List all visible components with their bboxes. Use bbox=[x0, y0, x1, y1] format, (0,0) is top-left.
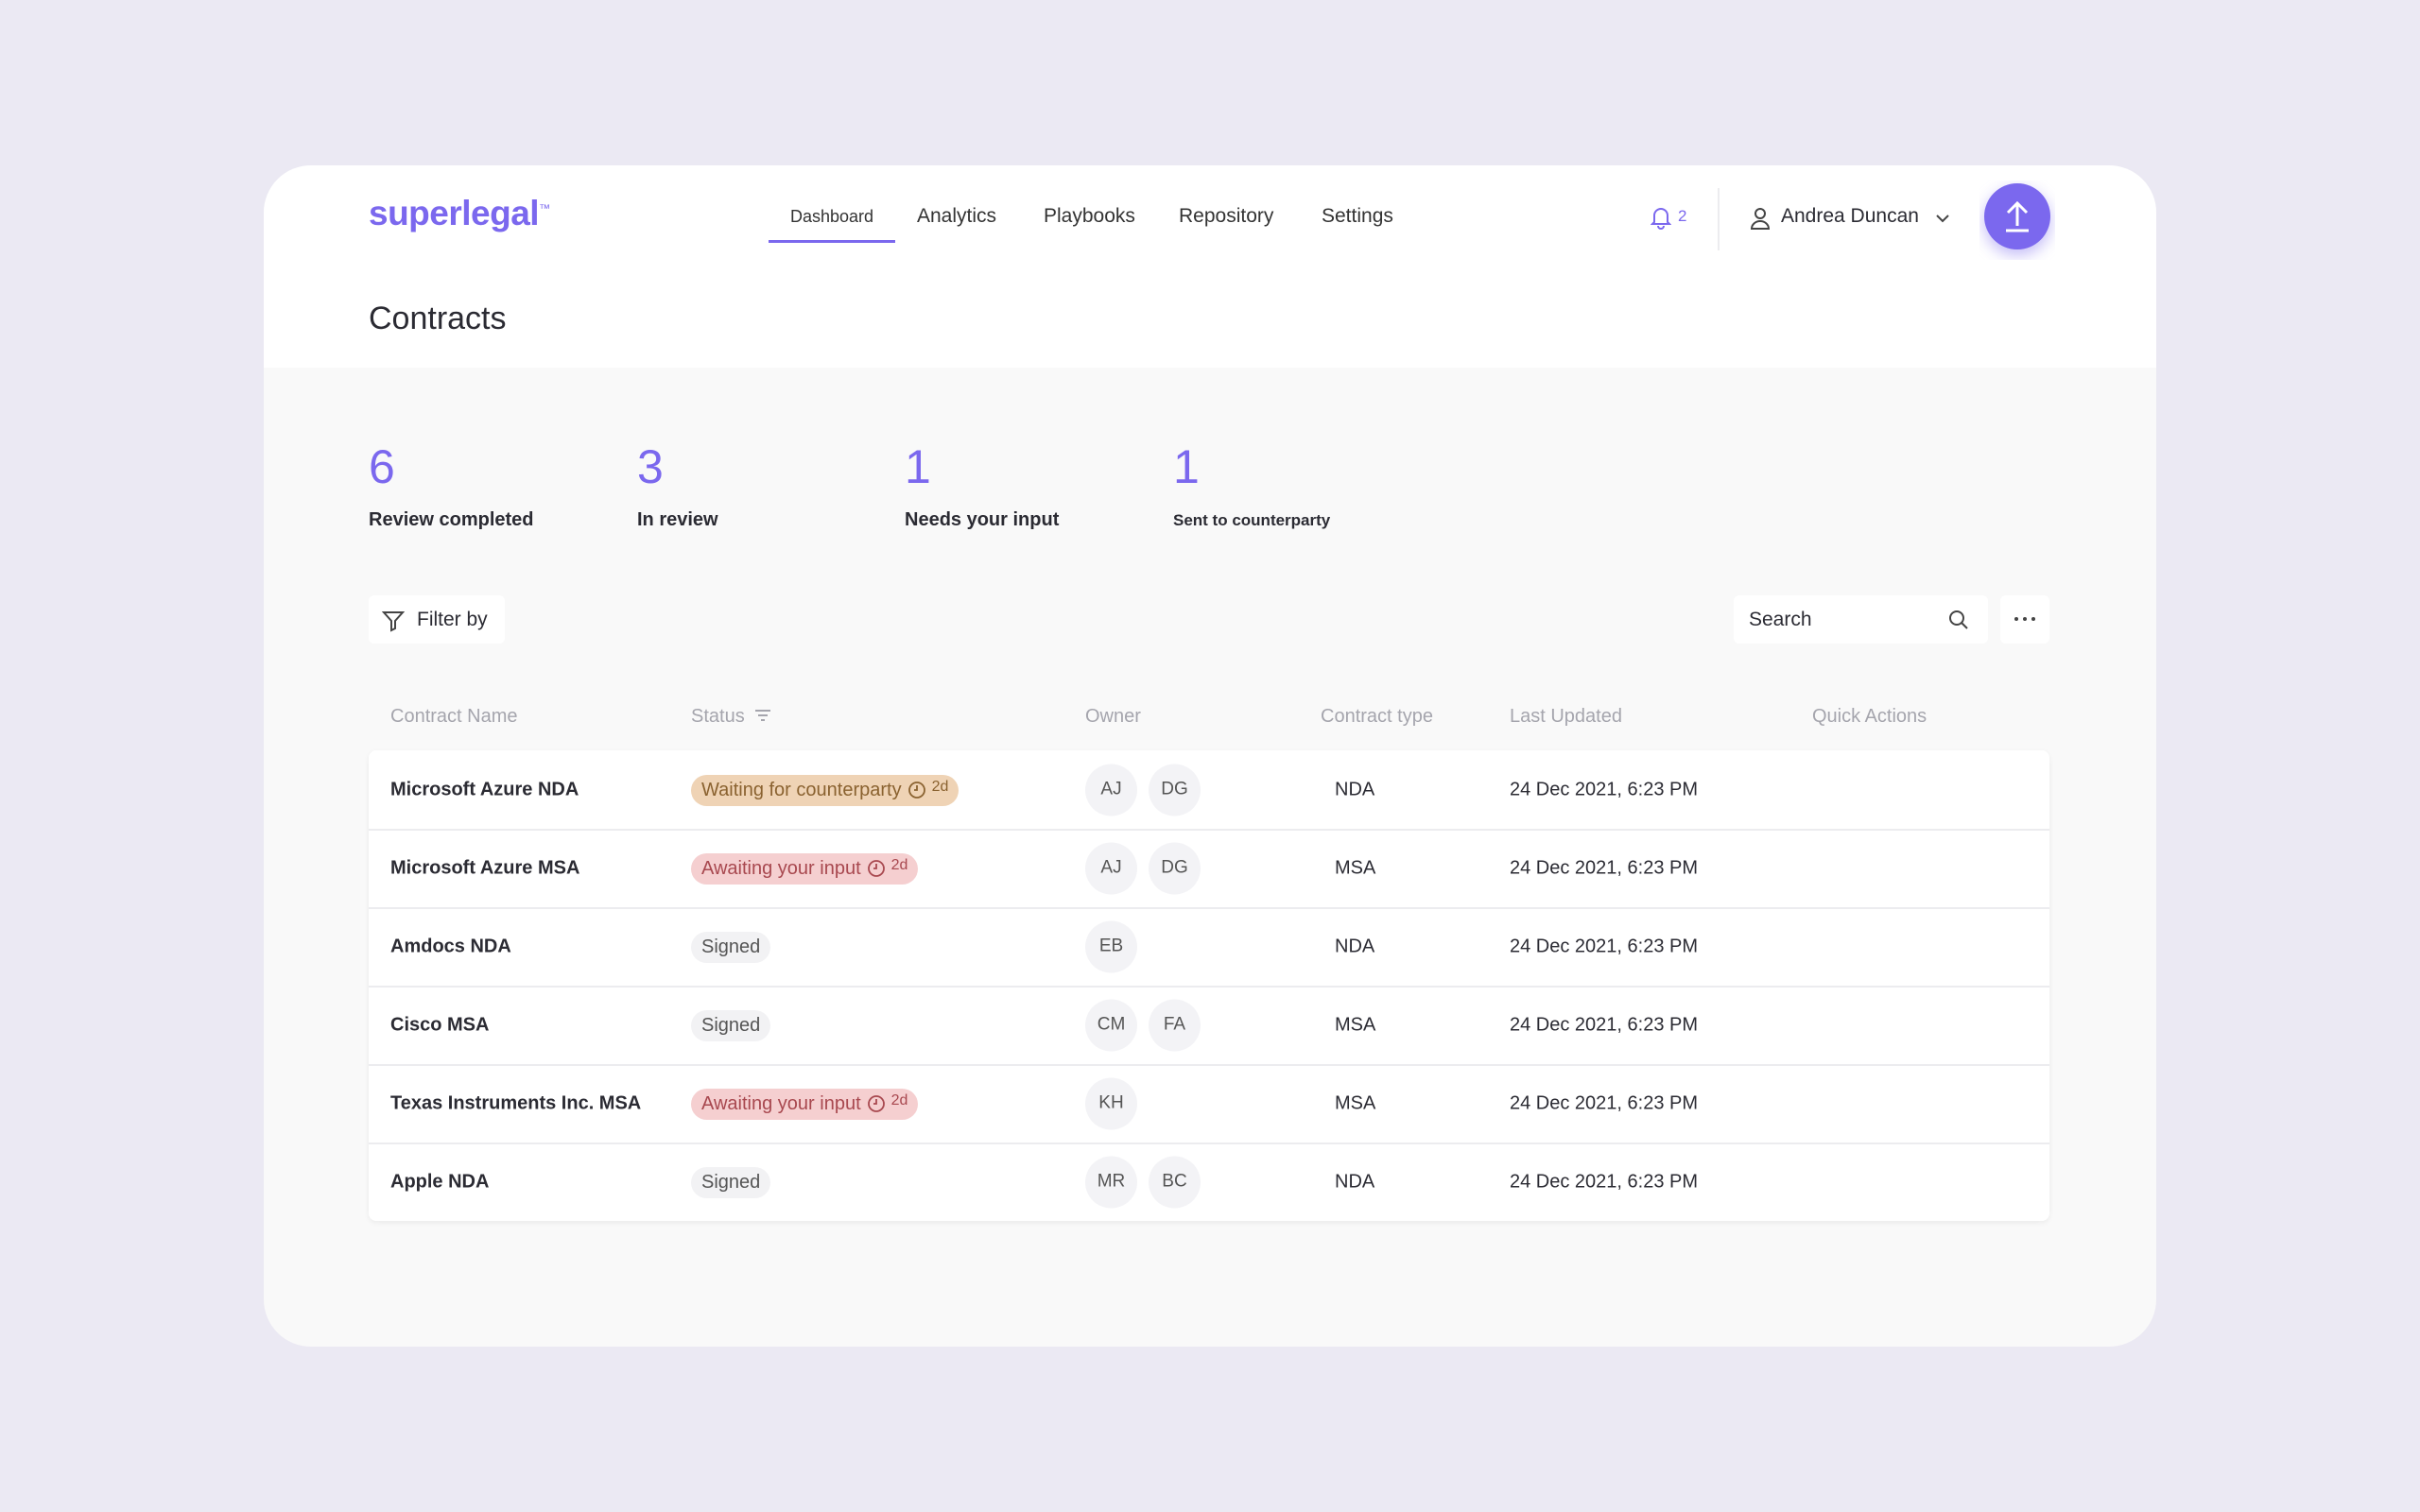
contract-type: MSA bbox=[1335, 1092, 1376, 1113]
user-name[interactable]: Andrea Duncan bbox=[1781, 205, 1919, 227]
contract-name[interactable]: Amdocs NDA bbox=[390, 936, 511, 956]
row-divider bbox=[369, 1143, 2049, 1144]
column-header[interactable]: Contract type bbox=[1321, 706, 1433, 727]
more-button[interactable] bbox=[2000, 595, 2049, 644]
status-label: Waiting for counterparty bbox=[701, 779, 902, 800]
logo-mark: ™ bbox=[539, 201, 550, 215]
nav-item[interactable]: Analytics bbox=[917, 205, 997, 227]
status-age: 2d bbox=[890, 857, 908, 873]
status-badge: Awaiting your input 2d bbox=[691, 852, 919, 885]
column-header[interactable]: Owner bbox=[1085, 706, 1141, 727]
contract-type: MSA bbox=[1335, 1014, 1376, 1035]
filter-label: Filter by bbox=[417, 609, 488, 630]
stat-label: Review completed bbox=[369, 509, 534, 530]
owner-avatar: KH bbox=[1085, 1077, 1137, 1129]
stat-value: 1 bbox=[905, 440, 931, 493]
status-badge: Signed bbox=[691, 1009, 771, 1041]
row-divider bbox=[369, 1064, 2049, 1066]
contract-type: NDA bbox=[1335, 779, 1375, 799]
stat-value: 6 bbox=[369, 440, 395, 493]
last-updated: 24 Dec 2021, 6:23 PM bbox=[1510, 1092, 1699, 1113]
stat-label: Needs your input bbox=[905, 509, 1060, 530]
owner-avatar: DG bbox=[1149, 842, 1201, 894]
divider bbox=[1718, 188, 1720, 250]
status-label: Awaiting your input bbox=[701, 857, 861, 879]
column-header[interactable]: Last Updated bbox=[1510, 706, 1622, 727]
last-updated: 24 Dec 2021, 6:23 PM bbox=[1510, 936, 1699, 956]
contract-name[interactable]: Microsoft Azure NDA bbox=[390, 779, 579, 799]
owner-avatar: AJ bbox=[1085, 842, 1137, 894]
column-header: Quick Actions bbox=[1812, 706, 1927, 727]
stat-value: 3 bbox=[637, 440, 664, 493]
contract-name[interactable]: Cisco MSA bbox=[390, 1014, 490, 1035]
owner-avatar: BC bbox=[1149, 1156, 1201, 1208]
clock-icon bbox=[867, 1095, 885, 1112]
status-age: 2d bbox=[890, 1092, 908, 1108]
chevron-icon[interactable] bbox=[1935, 213, 1950, 224]
top-bar bbox=[264, 165, 2156, 368]
contract-name[interactable]: Apple NDA bbox=[390, 1171, 490, 1192]
nav-item[interactable]: Repository bbox=[1179, 205, 1274, 227]
user-icon bbox=[1750, 208, 1771, 230]
table: Microsoft Azure NDA Waiting for counterpa… bbox=[369, 750, 2049, 1221]
search-box[interactable]: Search bbox=[1734, 595, 1988, 644]
clock-icon bbox=[867, 860, 885, 877]
status-label: Signed bbox=[701, 1014, 761, 1036]
last-updated: 24 Dec 2021, 6:23 PM bbox=[1510, 779, 1699, 799]
owner-avatar: CM bbox=[1085, 999, 1137, 1051]
filter-icon bbox=[382, 611, 405, 632]
nav-underline bbox=[769, 240, 895, 243]
stat-value: 1 bbox=[1173, 440, 1200, 493]
status-badge: Signed bbox=[691, 931, 771, 963]
column-header[interactable]: Status bbox=[691, 706, 771, 728]
upload-button[interactable] bbox=[1979, 180, 2055, 260]
nav-item[interactable]: Playbooks bbox=[1044, 205, 1135, 227]
contract-name[interactable]: Microsoft Azure MSA bbox=[390, 857, 580, 878]
notification-count: 2 bbox=[1678, 207, 1687, 225]
status-age: 2d bbox=[931, 779, 949, 795]
status-label: Signed bbox=[701, 1171, 761, 1193]
stat-label: Sent to counterparty bbox=[1173, 511, 1331, 529]
status-badge: Waiting for counterparty 2d bbox=[691, 774, 959, 806]
status-badge: Awaiting your input 2d bbox=[691, 1088, 919, 1120]
logo[interactable]: superlegal™ bbox=[369, 194, 550, 233]
filter-button[interactable]: Filter by bbox=[369, 595, 505, 644]
sort-icon[interactable] bbox=[754, 709, 771, 722]
row-divider bbox=[369, 907, 2049, 909]
owner-avatar: AJ bbox=[1085, 764, 1137, 816]
status-label: Awaiting your input bbox=[701, 1092, 861, 1114]
bell-icon[interactable] bbox=[1651, 205, 1671, 230]
stat-label: In review bbox=[637, 509, 718, 530]
nav-item[interactable]: Dashboard bbox=[790, 207, 874, 226]
page-title: Contracts bbox=[369, 301, 507, 336]
last-updated: 24 Dec 2021, 6:23 PM bbox=[1510, 1014, 1699, 1035]
clock-icon bbox=[908, 782, 925, 799]
last-updated: 24 Dec 2021, 6:23 PM bbox=[1510, 1171, 1699, 1192]
app-card: superlegal™ 2 Andrea Duncan Contracts Fi… bbox=[264, 165, 2156, 1347]
search-placeholder: Search bbox=[1749, 609, 1812, 630]
logo-text: superlegal bbox=[369, 194, 540, 232]
row-divider bbox=[369, 986, 2049, 988]
status-badge: Signed bbox=[691, 1166, 771, 1198]
last-updated: 24 Dec 2021, 6:23 PM bbox=[1510, 857, 1699, 878]
owner-avatar: MR bbox=[1085, 1156, 1137, 1208]
column-header[interactable]: Contract Name bbox=[390, 706, 518, 727]
nav-item[interactable]: Settings bbox=[1322, 205, 1393, 227]
owner-avatar: EB bbox=[1085, 920, 1137, 972]
contract-type: MSA bbox=[1335, 857, 1376, 878]
contract-type: NDA bbox=[1335, 936, 1375, 956]
search-icon bbox=[1949, 610, 1968, 629]
owner-avatar: DG bbox=[1149, 764, 1201, 816]
row-divider bbox=[369, 829, 2049, 831]
contract-type: NDA bbox=[1335, 1171, 1375, 1192]
contract-name[interactable]: Texas Instruments Inc. MSA bbox=[390, 1092, 642, 1113]
owner-avatar: FA bbox=[1149, 999, 1201, 1051]
status-label: Signed bbox=[701, 936, 761, 957]
